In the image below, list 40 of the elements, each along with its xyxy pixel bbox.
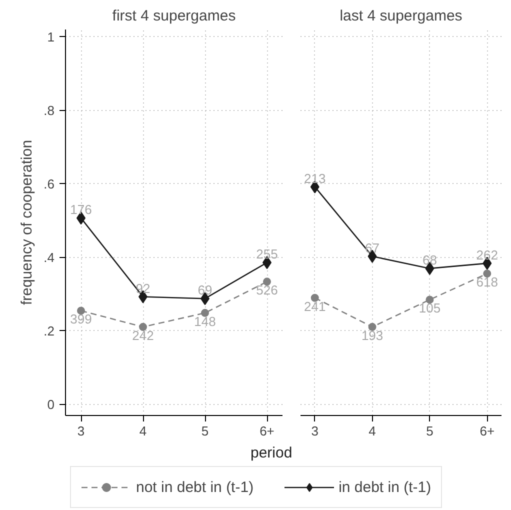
point <box>201 308 209 317</box>
x-axis-title: period <box>250 444 292 462</box>
chart-title: first 4 supergames <box>112 8 236 24</box>
annotation: 213 <box>304 170 326 186</box>
annotation: 176 <box>70 202 92 218</box>
x-tick-label: 6+ <box>260 424 274 438</box>
annotation: 67 <box>365 240 380 256</box>
x-tick-label: 5 <box>201 424 209 438</box>
x-tick-label: 6+ <box>480 424 495 438</box>
annotation: 526 <box>256 282 278 298</box>
annotation: 241 <box>304 298 326 314</box>
annotation: 105 <box>418 300 441 316</box>
y-tick-label: .4 <box>44 250 54 265</box>
annotation: 193 <box>361 328 384 343</box>
annotation: 618 <box>476 274 498 290</box>
point <box>139 322 147 331</box>
annotation: 68 <box>422 252 437 268</box>
x-tick-label: 4 <box>368 424 376 438</box>
annotation: 242 <box>132 328 154 343</box>
x-tick-label: 5 <box>426 424 434 438</box>
x-tick-label: 3 <box>77 424 85 438</box>
x-tick-label: 3 <box>311 424 318 438</box>
legend-label: not in debt in (t-1) <box>136 478 254 496</box>
y-tick-label: .8 <box>44 102 54 118</box>
y-tick-label: .2 <box>44 323 54 338</box>
legend-label: in debt in (t-1) <box>338 478 432 496</box>
annotation: 255 <box>256 246 278 262</box>
y-tick-label: .6 <box>44 176 54 192</box>
annotation: 92 <box>136 280 150 296</box>
chart-title: last 4 supergames <box>340 8 462 24</box>
y-tick-label: 1 <box>47 29 55 44</box>
point <box>310 294 319 302</box>
annotation: 148 <box>194 314 216 329</box>
x-tick-label: 4 <box>139 424 147 438</box>
point <box>368 322 376 331</box>
y-tick-label: 0 <box>47 396 55 412</box>
y-axis-title: frequency of cooperation <box>18 140 36 306</box>
annotation: 262 <box>476 247 498 262</box>
annotation: 69 <box>198 282 212 298</box>
annotation: 399 <box>70 312 92 327</box>
